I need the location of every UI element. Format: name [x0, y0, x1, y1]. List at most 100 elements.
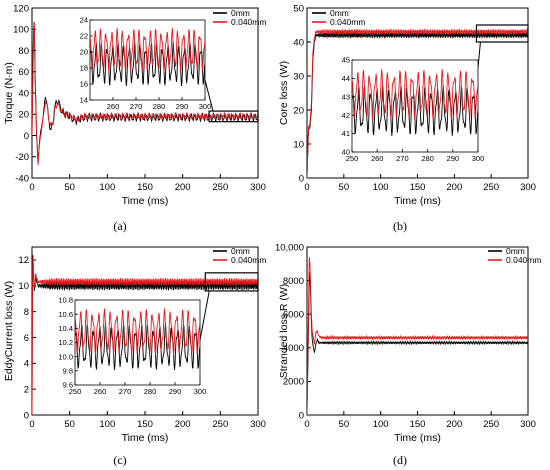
- inset-y-tick-label: 10.8: [58, 296, 73, 305]
- y-tick-label: 50: [293, 3, 304, 14]
- y-tick-label: 20: [18, 110, 29, 121]
- zoom-region-box: [475, 24, 529, 43]
- y-tick-label: 100: [13, 25, 29, 36]
- panel-label: (b): [393, 219, 407, 233]
- y-tick-label: 10: [293, 139, 304, 150]
- inset-series-line-0040mm: [75, 308, 200, 356]
- x-tick-label: 250: [212, 419, 228, 430]
- zoom-region-box: [204, 272, 259, 292]
- x-tick-label: 50: [339, 419, 350, 430]
- x-tick-label: 100: [373, 182, 389, 193]
- inset-y-tick-label: 10.6: [58, 310, 73, 319]
- inset-y-tick-label: 9.6: [63, 381, 73, 390]
- x-axis-label: Time (ms): [122, 432, 169, 444]
- series-line-0040mm: [32, 23, 258, 166]
- x-axis-label: Time (ms): [394, 195, 441, 207]
- inset-x-tick-label: 300: [194, 387, 207, 396]
- y-tick-label: 8000: [283, 276, 304, 287]
- y-axis-label: Torque (N·m): [3, 62, 15, 124]
- zoom-connector-line: [199, 290, 210, 341]
- chart-panel-3: 0 50 100 150 200 250 300 0 2 4 6 8 10 12 Time (ms) Eddy…: [3, 246, 266, 467]
- x-tick-label: 200: [446, 182, 462, 193]
- panel-label: (d): [393, 453, 407, 467]
- series-line-0mm: [32, 255, 258, 415]
- inset-y-tick-label: 24: [80, 16, 88, 25]
- inset-x-tick-label: 280: [421, 154, 434, 163]
- y-tick-label: 2: [24, 384, 29, 395]
- y-tick-label: 30: [293, 71, 304, 82]
- inset-frame: [351, 59, 479, 153]
- x-tick-label: 100: [373, 419, 389, 430]
- plot-frame: [306, 246, 529, 416]
- y-tick-label: 0: [299, 410, 304, 421]
- y-tick-label: 10: [18, 281, 29, 292]
- legend-label: 0.040mm: [231, 255, 266, 265]
- x-tick-label: 0: [29, 182, 34, 193]
- inset-chart: 250 260 270 280 290 300 40 41 42 43 44 45: [342, 24, 529, 163]
- x-tick-label: 300: [250, 419, 266, 430]
- inset-x-tick-label: 290: [447, 154, 460, 163]
- inset-y-tick-label: 10.2: [58, 338, 73, 347]
- inset-y-tick-label: 43: [342, 92, 350, 101]
- y-tick-label: 60: [18, 67, 29, 78]
- y-tick-label: 8: [24, 307, 29, 318]
- inset-chart: 250 260 270 280 290 300 9.6 9.8 10.0 10.2 10.4 10.6…: [58, 272, 259, 396]
- y-tick-label: 12: [18, 255, 29, 266]
- x-tick-label: 100: [99, 182, 115, 193]
- inset-y-tick-label: 10.0: [58, 352, 73, 361]
- x-tick-label: 0: [304, 182, 309, 193]
- y-tick-label: 0: [24, 410, 29, 421]
- x-tick-label: 100: [99, 419, 115, 430]
- legend-label: 0.040mm: [330, 17, 365, 27]
- zoom-region-box: [208, 110, 259, 123]
- legend-label: 0.040mm: [506, 255, 541, 265]
- inset-x-tick-label: 270: [119, 387, 132, 396]
- x-tick-label: 250: [483, 419, 499, 430]
- zoom-connector-line: [477, 41, 481, 69]
- chart-panel-1: 0 50 100 150 200 250 300 -40 -20 0 20 40 60 80 100 120 T…: [3, 3, 266, 233]
- y-axis-label: Stranded loss R (W): [278, 284, 290, 379]
- x-tick-label: 0: [29, 419, 34, 430]
- inset-x-tick-label: 250: [69, 387, 82, 396]
- x-tick-label: 200: [175, 182, 191, 193]
- x-tick-label: 300: [520, 182, 536, 193]
- series-line-0040mm: [307, 257, 528, 415]
- x-tick-label: 250: [212, 182, 228, 193]
- inset-y-tick-label: 22: [80, 32, 88, 41]
- inset-y-tick-label: 9.8: [63, 366, 73, 375]
- inset-x-tick-label: 300: [199, 102, 212, 111]
- y-tick-label: 80: [18, 46, 29, 57]
- legend-label: 0mm: [330, 8, 349, 18]
- x-tick-label: 200: [446, 419, 462, 430]
- inset-chart: 260 270 280 290 300 14 16 18 20 22 24: [80, 16, 259, 123]
- inset-y-tick-label: 18: [80, 64, 88, 73]
- x-tick-label: 200: [175, 419, 191, 430]
- y-axis-label: EddyCurrent loss (W): [3, 281, 15, 381]
- x-tick-label: 250: [483, 182, 499, 193]
- y-tick-label: 120: [13, 3, 29, 14]
- y-axis-label: Core loss (W): [278, 61, 290, 125]
- legend-label: 0mm: [506, 246, 525, 256]
- inset-y-tick-label: 14: [80, 96, 88, 105]
- y-tick-label: 10,000: [275, 242, 304, 253]
- inset-y-tick-label: 42: [342, 111, 350, 120]
- inset-x-tick-label: 250: [346, 154, 359, 163]
- legend-label: 0.040mm: [231, 17, 266, 27]
- y-tick-label: 4: [24, 359, 29, 370]
- y-tick-label: 0: [299, 173, 304, 184]
- x-tick-label: 150: [410, 182, 426, 193]
- y-tick-label: -20: [15, 152, 29, 163]
- x-tick-label: 50: [64, 419, 75, 430]
- inset-x-tick-label: 270: [130, 102, 143, 111]
- x-tick-label: 300: [520, 419, 536, 430]
- legend-label: 0mm: [231, 246, 250, 256]
- series-line-0mm: [32, 21, 258, 163]
- inset-frame: [74, 299, 201, 386]
- chart-panel-2: 0 50 100 150 200 250 300 0 10 20 30 40 50 Time (ms) Co…: [278, 3, 536, 233]
- series-line-0mm: [307, 272, 528, 415]
